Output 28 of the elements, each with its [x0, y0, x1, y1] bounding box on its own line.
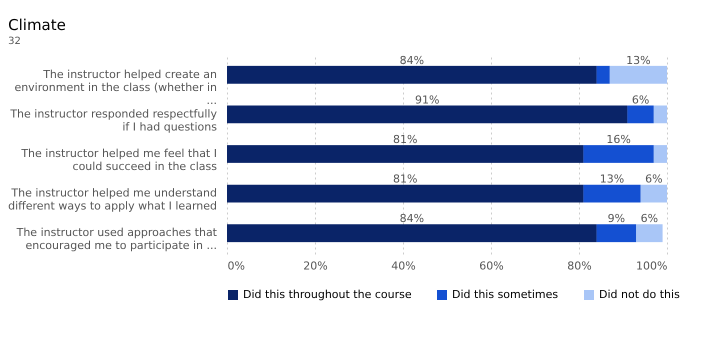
y-tick-label: The instructor helped me understand different ways to apply what I learned — [8, 186, 217, 213]
x-tick-label: 60% — [479, 260, 504, 272]
legend-label: Did this sometimes — [452, 288, 558, 301]
x-tick-label: 20% — [303, 260, 328, 272]
text: Climate — [8, 16, 66, 34]
text: 32 — [8, 36, 21, 47]
data-label: 6% — [632, 93, 650, 106]
data-label: 13% — [626, 54, 651, 67]
legend-label: Did this throughout the course — [243, 288, 412, 301]
data-label: 9% — [608, 212, 626, 226]
y-tick-label: The instructor used approaches that encouraged me to participate in ... — [16, 226, 218, 252]
y-tick-label: The instructor responded respectfully if I had questions — [9, 107, 218, 134]
data-label: 16% — [606, 133, 631, 146]
x-tick-label: 80% — [567, 260, 592, 272]
data-label: 6% — [640, 212, 658, 226]
data-label: 6% — [645, 172, 663, 186]
legend-label: Did not do this — [599, 288, 680, 301]
data-label: 91% — [414, 93, 440, 106]
data-label: 81% — [392, 172, 418, 186]
x-tick-label: 100% — [636, 260, 668, 272]
x-tick-label: 0% — [228, 260, 245, 272]
data-label: 84% — [400, 54, 424, 67]
y-tick-label: The instructor helped create an environment in the class (whether in ... — [14, 68, 218, 107]
data-label: 13% — [600, 172, 624, 186]
y-tick-label: The instructor helped me feel that I could succeed in the class — [20, 147, 218, 173]
data-label: 84% — [400, 212, 424, 226]
data-label: 81% — [392, 133, 418, 146]
x-tick-label: 40% — [391, 260, 416, 272]
